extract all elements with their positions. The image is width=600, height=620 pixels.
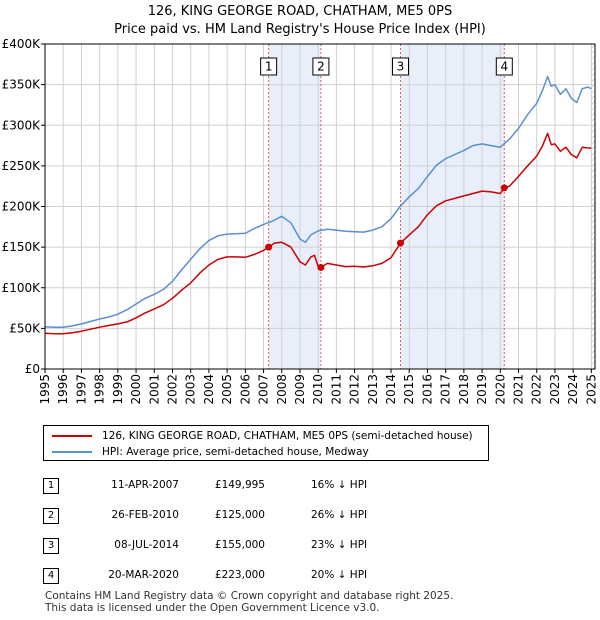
x-tick-label: 2018 (457, 374, 471, 405)
y-tick-label: £200K (2, 200, 42, 214)
sale-hpi-diff: 26% ↓ HPI (311, 509, 368, 521)
property-price-line (44, 132, 592, 335)
x-tick-label: 2001 (147, 374, 161, 405)
sale-hpi-diff: 16% ↓ HPI (311, 479, 368, 491)
x-tick-label: 2024 (566, 374, 580, 405)
x-tick-label: 2015 (402, 374, 416, 405)
table-row: 1 11-APR-2007 £149,995 16% ↓ HPI (43, 475, 463, 495)
sale-label: 4 (500, 60, 508, 74)
x-tick-label: 2010 (311, 374, 325, 405)
sale-date: 20-MAR-2020 (108, 569, 179, 581)
x-tick-label: 2016 (420, 374, 434, 405)
x-tick-label: 1999 (111, 374, 125, 405)
chart-title: 126, KING GEORGE ROAD, CHATHAM, ME5 0PS (147, 4, 453, 19)
sale-price: £155,000 (214, 539, 265, 551)
legend-swatch-property (52, 435, 92, 437)
x-tick-label: 2006 (238, 374, 252, 405)
x-tick-label: 2005 (220, 374, 234, 405)
y-tick-label: £400K (2, 37, 42, 51)
sale-point (500, 184, 508, 192)
y-tick-label: £0 (25, 362, 40, 376)
chart-subtitle: Price paid vs. HM Land Registry's House … (114, 22, 486, 37)
footer-copyright: Contains HM Land Registry data © Crown c… (45, 590, 454, 602)
legend-swatch-hpi (52, 451, 92, 453)
sale-label-box (495, 57, 513, 76)
sale-price: £149,995 (214, 479, 265, 491)
sale-label-box (260, 57, 278, 76)
y-tick-label: £100K (2, 281, 42, 295)
footer: Contains HM Land Registry data © Crown c… (45, 590, 453, 614)
y-tick-label: £50K (9, 321, 41, 335)
sale-price: £125,000 (214, 509, 265, 521)
x-tick-label: 2002 (165, 374, 179, 405)
sale-point (317, 263, 325, 271)
x-tick-label: 2020 (493, 374, 507, 405)
x-tick-label: 2000 (129, 374, 143, 405)
x-tick-label: 1996 (56, 374, 70, 405)
sale-date: 26-FEB-2010 (111, 509, 179, 521)
x-tick-label: 2025 (584, 374, 598, 405)
x-tick-label: 2008 (275, 374, 289, 405)
table-row: 3 08-JUL-2014 £155,000 23% ↓ HPI (43, 535, 463, 555)
sale-number-badge: 4 (43, 568, 59, 584)
x-tick-label: 2004 (202, 374, 216, 405)
x-tick-label: 2019 (475, 374, 489, 405)
sale-point (396, 239, 404, 247)
y-tick-label: £250K (2, 159, 42, 173)
sale-label: 1 (265, 60, 273, 74)
x-tick-label: 1998 (93, 374, 107, 405)
sale-date: 11-APR-2007 (111, 479, 179, 491)
legend-label-property: 126, KING GEORGE ROAD, CHATHAM, ME5 0PS … (102, 430, 473, 442)
x-tick-label: 2003 (184, 374, 198, 405)
sale-hpi-diff: 20% ↓ HPI (311, 569, 368, 581)
x-tick-label: 2009 (293, 374, 307, 405)
x-tick-label: 2011 (329, 374, 343, 405)
x-tick-label: 2022 (530, 374, 544, 405)
table-row: 4 20-MAR-2020 £223,000 20% ↓ HPI (43, 565, 463, 585)
hpi-line (44, 75, 592, 328)
legend-item-hpi: HPI: Average price, semi-detached house,… (52, 444, 369, 460)
legend-item-property: 126, KING GEORGE ROAD, CHATHAM, ME5 0PS … (52, 428, 473, 444)
sale-label-box (391, 57, 409, 76)
x-tick-label: 2007 (257, 374, 271, 405)
legend: 126, KING GEORGE ROAD, CHATHAM, ME5 0PS … (43, 425, 489, 461)
x-tick-label: 2012 (348, 374, 362, 405)
x-tick-label: 2021 (512, 374, 526, 405)
sale-hpi-diff: 23% ↓ HPI (311, 539, 368, 551)
sale-label: 3 (397, 60, 405, 74)
sale-label-box (312, 57, 330, 76)
x-tick-label: 2014 (384, 374, 398, 405)
y-tick-label: £150K (2, 240, 42, 254)
sale-date: 08-JUL-2014 (114, 539, 179, 551)
sale-number-badge: 2 (43, 508, 59, 524)
y-tick-label: £350K (2, 78, 42, 92)
sale-number-badge: 3 (43, 538, 59, 554)
footer-license: This data is licensed under the Open Gov… (45, 602, 380, 614)
table-row: 2 26-FEB-2010 £125,000 26% ↓ HPI (43, 505, 463, 525)
legend-label-hpi: HPI: Average price, semi-detached house,… (102, 446, 369, 458)
sale-label: 2 (317, 60, 325, 74)
x-tick-label: 1997 (74, 374, 88, 405)
sale-number-badge: 1 (43, 478, 59, 494)
price-chart: 1 2 3 4 £0 £50K £100K £150K £200K £250K £300K £350… (2, 37, 599, 405)
y-tick-label: £300K (2, 118, 42, 132)
x-tick-label: 1995 (38, 374, 52, 405)
x-tick-label: 2023 (548, 374, 562, 405)
sale-point (265, 243, 273, 251)
x-tick-label: 2017 (439, 374, 453, 405)
x-tick-label: 2013 (366, 374, 380, 405)
sale-price: £223,000 (214, 569, 265, 581)
